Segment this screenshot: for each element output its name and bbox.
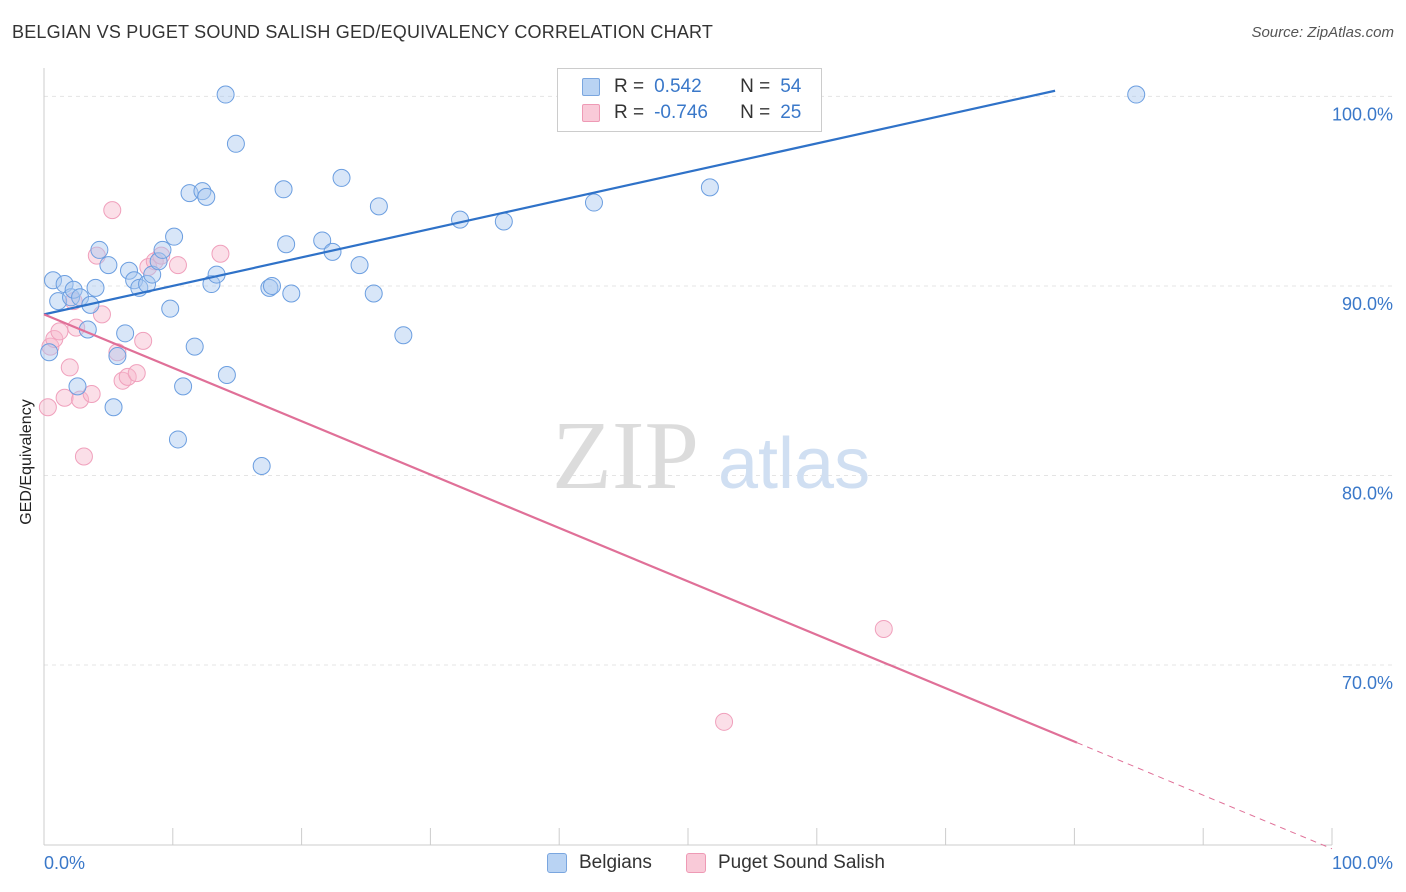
legend-n-label: N =	[740, 76, 771, 97]
salish-point	[71, 390, 90, 409]
belgian-point	[274, 180, 293, 199]
y-tick-label: 100.0%	[1332, 104, 1393, 124]
salish-point	[874, 619, 893, 638]
salish-point	[168, 256, 187, 275]
legend-r-value: 0.542	[654, 76, 702, 97]
salish-point	[82, 384, 101, 403]
salish-point	[92, 305, 111, 324]
salish-point	[715, 712, 734, 731]
legend-n-value: 25	[780, 102, 802, 123]
belgian-point	[226, 134, 245, 153]
salish-point	[55, 388, 74, 407]
belgian-point	[451, 210, 470, 229]
y-tick-label: 70.0%	[1342, 673, 1393, 693]
belgian-point	[108, 347, 127, 366]
belgian-point	[64, 280, 83, 299]
trend-lines	[43, 89, 1333, 850]
y-tick-labels: 100.0% 90.0% 80.0% 70.0%	[1332, 104, 1393, 693]
belgian-point	[44, 271, 63, 290]
belgian-point	[116, 324, 135, 343]
belgian-point	[282, 284, 301, 303]
belgian-point	[1127, 85, 1146, 104]
y-axis-label: GED/Equivalency	[18, 399, 35, 525]
y-tick-label: 90.0%	[1342, 294, 1393, 314]
belgian-point	[260, 278, 279, 297]
belgian-point	[90, 240, 109, 259]
x-tick-labels: 0.0% 100.0%	[44, 853, 1393, 873]
legend-n-label: N =	[740, 102, 771, 123]
belgian-point	[104, 398, 123, 417]
belgian-point	[149, 252, 168, 271]
belgian-point	[161, 299, 180, 318]
legend-n-value: 54	[780, 76, 802, 97]
belgian-point	[277, 235, 296, 254]
legend-label-salish: Puget Sound Salish	[718, 852, 885, 873]
belgian-point	[174, 377, 193, 396]
x-tick-label-max: 100.0%	[1332, 853, 1393, 873]
belgian-point	[86, 278, 105, 297]
belgian-point	[40, 343, 59, 362]
watermark-atlas: atlas	[718, 424, 870, 504]
x-ticks	[43, 828, 1333, 845]
belgian-point	[584, 193, 603, 212]
salish-point	[50, 322, 69, 341]
salish-point	[74, 447, 93, 466]
y-tick-label: 80.0%	[1342, 483, 1393, 503]
belgian-trend-line	[43, 89, 1056, 316]
x-tick-label-min: 0.0%	[44, 853, 85, 873]
salish-point	[127, 364, 146, 383]
belgian-point	[120, 261, 139, 280]
source-label: Source: ZipAtlas.com	[1251, 24, 1394, 41]
belgian-point	[62, 288, 81, 307]
belgian-point	[153, 240, 172, 259]
legend-label-belgians: Belgians	[579, 852, 652, 873]
series-legend: Belgians Puget Sound Salish	[0, 852, 1406, 876]
legend-r-label: R =	[614, 76, 645, 97]
legend-swatch-belgians	[582, 78, 600, 96]
grid-lines	[44, 95, 1392, 666]
belgian-point	[369, 197, 388, 216]
legend-swatch-salish	[582, 104, 600, 122]
salish-point	[38, 398, 57, 417]
belgian-point	[494, 212, 513, 231]
belgian-point	[68, 377, 87, 396]
belgian-point	[332, 168, 351, 187]
belgian-point	[217, 366, 236, 385]
salish-point	[118, 367, 137, 386]
belgian-point	[216, 85, 235, 104]
belgian-point	[364, 284, 383, 303]
stats-legend: R = 0.542 N = 54 R = -0.746 N = 25	[557, 68, 822, 132]
belgian-point	[202, 275, 221, 294]
legend-item-belgians[interactable]: Belgians	[547, 852, 652, 874]
watermark-zip: ZIP	[552, 402, 699, 510]
belgian-point	[262, 276, 281, 295]
legend-item-salish[interactable]: Puget Sound Salish	[686, 852, 885, 874]
salish-point	[103, 201, 122, 220]
belgian-point	[700, 178, 719, 197]
salish-trend-extension	[1076, 742, 1333, 850]
legend-r-label: R =	[614, 102, 645, 123]
belgian-point	[168, 430, 187, 449]
belgian-point	[313, 231, 332, 250]
belgian-point	[185, 337, 204, 356]
salish-point	[60, 358, 79, 377]
salish-point	[134, 331, 153, 350]
belgian-point	[394, 326, 413, 345]
belgian-point	[165, 227, 184, 246]
legend-row-salish: R = -0.746 N = 25	[582, 101, 801, 125]
belgian-point	[99, 256, 118, 275]
belgian-point	[252, 456, 271, 475]
chart-title: BELGIAN VS PUGET SOUND SALISH GED/EQUIVA…	[12, 22, 714, 42]
legend-row-belgians: R = 0.542 N = 54	[582, 75, 801, 99]
legend-swatch-salish	[686, 853, 706, 873]
legend-swatch-belgians	[547, 853, 567, 873]
belgian-points	[40, 85, 1146, 475]
watermark: ZIP atlas	[552, 402, 870, 510]
salish-trend-line	[43, 313, 1078, 744]
belgian-point	[197, 187, 216, 206]
belgian-point	[350, 256, 369, 275]
legend-r-value: -0.746	[654, 102, 708, 123]
salish-point	[211, 244, 230, 263]
